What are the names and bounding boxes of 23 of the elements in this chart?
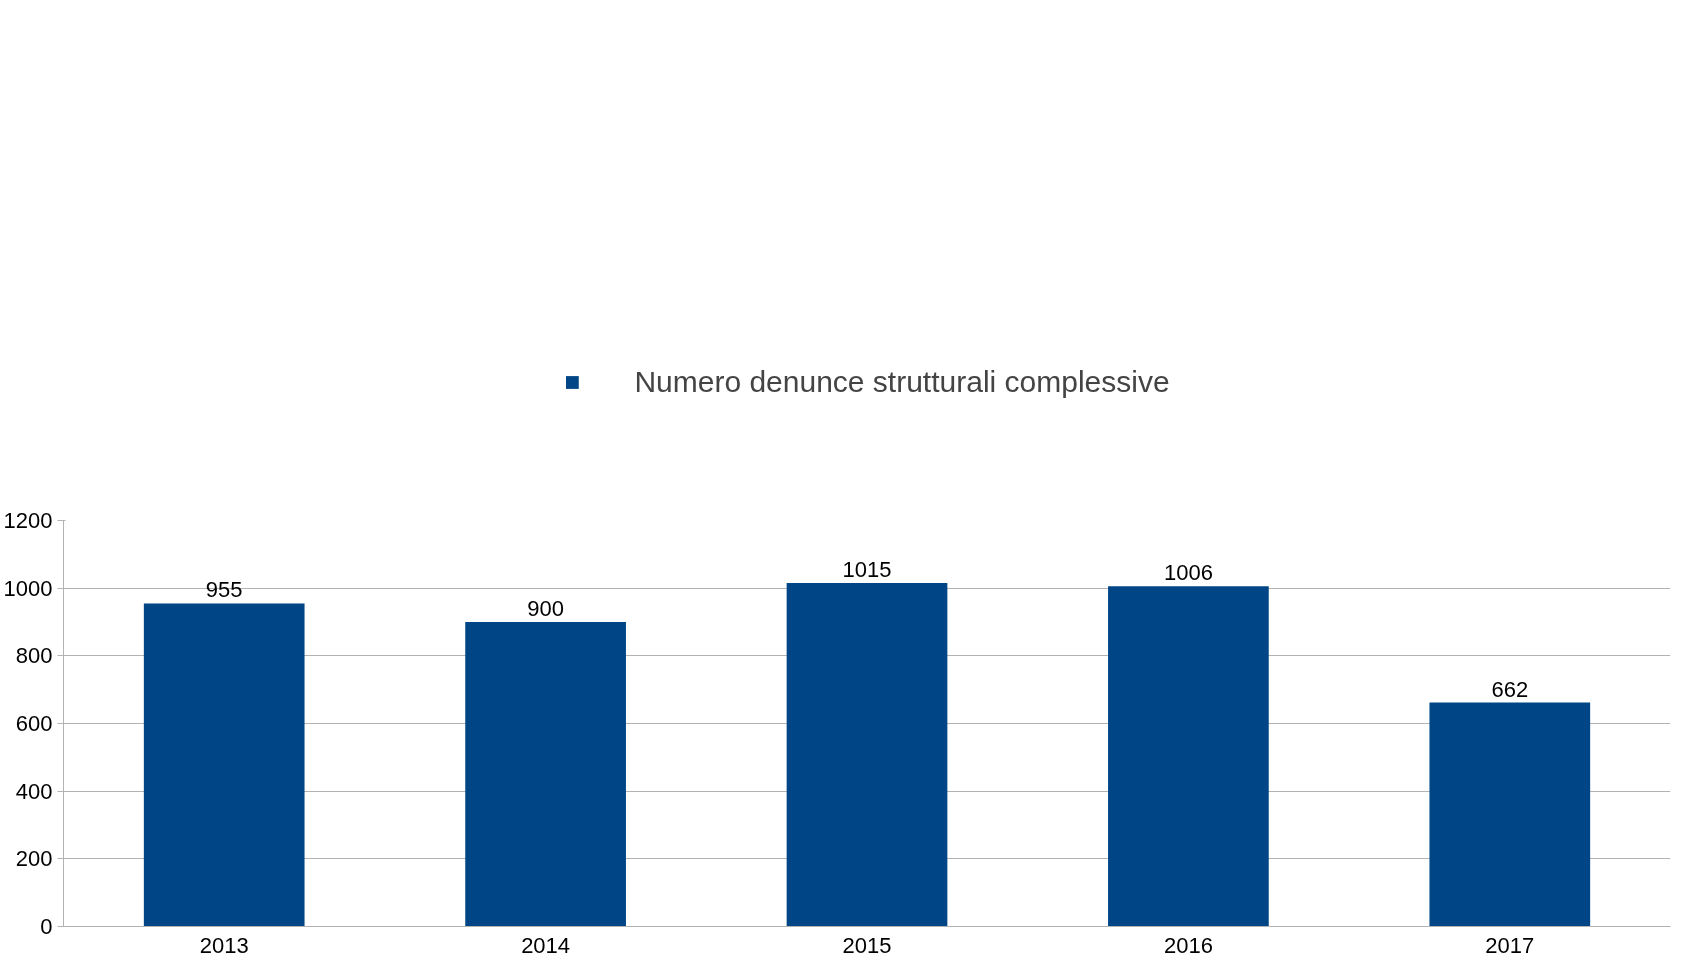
bar (1429, 702, 1591, 927)
y-tick-label: 1200 (3, 508, 53, 533)
x-tick-label: 2016 (1163, 932, 1213, 958)
bar (465, 622, 626, 927)
data-label: 900 (527, 596, 564, 621)
data-label: 662 (1491, 676, 1529, 702)
bar (1108, 586, 1269, 927)
x-tick-label: 2013 (199, 932, 249, 958)
data-label: 955 (205, 577, 243, 603)
y-tick-label: 400 (15, 778, 53, 804)
y-tick-label: 1000 (3, 575, 53, 601)
bar (786, 583, 948, 927)
bar (143, 603, 305, 927)
y-tick-label: 800 (15, 643, 53, 669)
y-tick-label: 0 (40, 914, 53, 939)
y-tick-label: 600 (15, 711, 53, 736)
x-tick-label: 2014 (521, 932, 571, 958)
y-tick-label: 200 (15, 846, 53, 872)
data-label: 1015 (842, 557, 892, 583)
x-tick-label: 2017 (1485, 932, 1535, 958)
legend-label: Numero denunce strutturali complessive (634, 364, 1170, 399)
data-label: 1006 (1163, 560, 1213, 586)
x-tick-label: 2015 (842, 932, 892, 958)
